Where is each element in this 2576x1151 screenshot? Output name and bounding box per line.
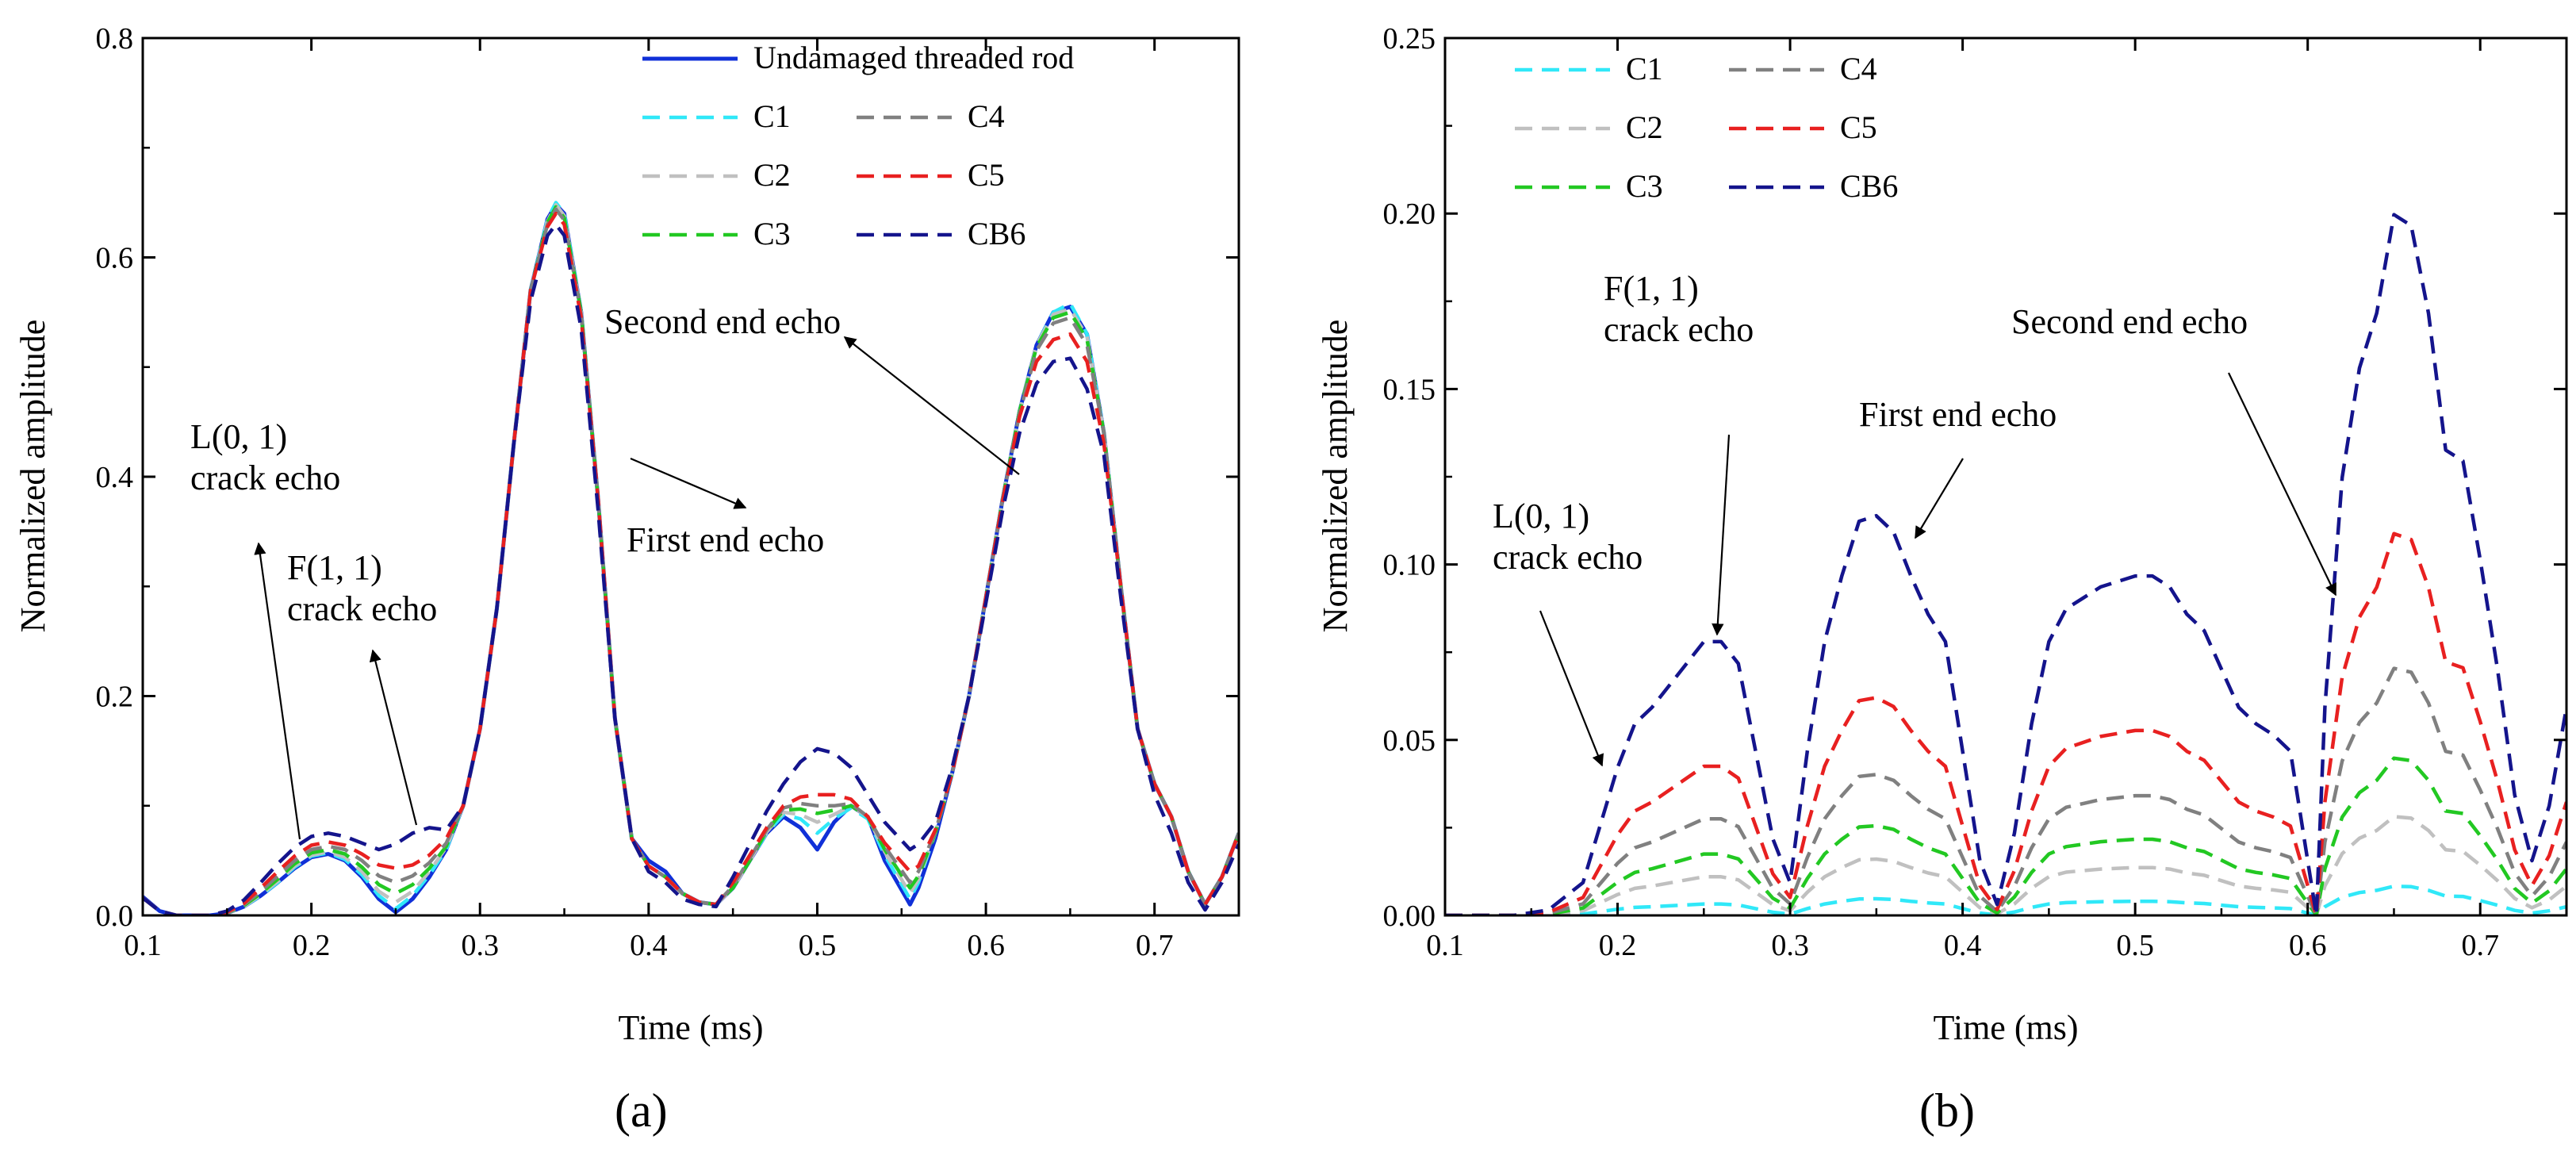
annotation-arrow	[369, 649, 418, 826]
y-tick-label: 0.6	[96, 242, 134, 275]
legend-label: C1	[753, 98, 791, 134]
legend-label: C1	[1626, 51, 1663, 86]
annotation-arrow	[630, 457, 747, 509]
x-axis-label: Time (ms)	[619, 1008, 764, 1047]
annotation-text: F(1, 1)	[1604, 269, 1699, 308]
annotation-text: crack echo	[1493, 538, 1643, 577]
series-group	[143, 201, 1239, 915]
y-tick-label: 0.4	[96, 461, 134, 494]
x-tick-label: 0.5	[799, 929, 837, 962]
y-tick-label: 0.25	[1383, 22, 1436, 56]
y-tick-label: 0.00	[1383, 900, 1436, 933]
annotation-arrow	[1915, 458, 1964, 539]
x-tick-label: 0.6	[2289, 929, 2327, 962]
legend-label: C3	[753, 216, 791, 251]
annotation-text: L(0, 1)	[190, 417, 287, 456]
x-tick-label: 0.1	[124, 929, 162, 962]
y-tick-label: 0.15	[1383, 373, 1436, 406]
legend-label: Undamaged threaded rod	[753, 40, 1074, 75]
y-axis-label: Normalized amplitude	[13, 320, 52, 633]
series-group	[1445, 213, 2566, 915]
annotation-arrow	[2228, 372, 2336, 597]
x-tick-label: 0.6	[967, 929, 1005, 962]
series-line-c5	[143, 211, 1239, 915]
series-line-c5	[1445, 531, 2566, 915]
series-line-c2	[1445, 815, 2566, 915]
legend-label: C2	[1626, 109, 1663, 145]
annotation-arrow	[254, 542, 301, 840]
annotation-text: First end echo	[1859, 395, 2057, 434]
x-tick-label: 0.4	[630, 929, 668, 962]
x-tick-label: 0.2	[1599, 929, 1637, 962]
y-tick-label: 0.0	[96, 900, 134, 933]
annotation-text: Second end echo	[2011, 302, 2248, 341]
legend-label: C4	[1840, 51, 1877, 86]
y-axis-label: Normalized amplitude	[1316, 320, 1355, 633]
y-tick-label: 0.20	[1383, 198, 1436, 231]
annotation-text: crack echo	[190, 458, 340, 497]
x-axis-label: Time (ms)	[1934, 1008, 2079, 1047]
annotation-text: crack echo	[287, 589, 437, 628]
legend: C1 C4 C2 C5 C3 CB6	[1515, 51, 1898, 204]
x-tick-label: 0.7	[1136, 929, 1174, 962]
annotation-arrow	[1539, 610, 1604, 767]
x-tick-label: 0.3	[461, 929, 499, 962]
chart-panel-b: 0.1 0.2 0.3 0.4 0.5 0.6 0.7 0.00 0.05 0.10 0.15 0.2…	[1316, 22, 2568, 1137]
legend-label: CB6	[1840, 168, 1898, 204]
series-line-cb6	[143, 222, 1239, 915]
annotation-text: crack echo	[1604, 310, 1754, 349]
chart-panel-a: 0.1 0.2 0.3 0.4 0.5 0.6 0.7 0.0 0.2 0.4 0.6 0.8 Time…	[13, 22, 1240, 1137]
x-tick-label: 0.1	[1426, 929, 1464, 962]
panel-label: (b)	[1919, 1084, 1975, 1137]
legend-label: C3	[1626, 168, 1663, 204]
x-tick-label: 0.4	[1944, 929, 1982, 962]
x-tick-label: 0.5	[2116, 929, 2154, 962]
legend-label: C5	[1840, 109, 1877, 145]
series-line-c4	[143, 207, 1239, 915]
legend: Undamaged threaded rod C1 C4 C2 C5 C3 CB6	[642, 40, 1074, 251]
legend-label: CB6	[968, 216, 1025, 251]
annotation-text: First end echo	[627, 520, 824, 559]
x-tick-label: 0.7	[2461, 929, 2499, 962]
annotation-text: F(1, 1)	[287, 548, 382, 587]
legend-label: C4	[968, 98, 1005, 134]
y-tick-label: 0.8	[96, 22, 134, 56]
annotation-text: Second end echo	[604, 302, 841, 341]
annotation-arrow	[843, 336, 1020, 475]
series-line-c3	[1445, 756, 2566, 915]
legend-label: C5	[968, 157, 1005, 193]
legend-label: C2	[753, 157, 791, 193]
y-tick-label: 0.2	[96, 681, 134, 714]
annotation-arrow	[1712, 434, 1731, 636]
x-tick-label: 0.2	[293, 929, 331, 962]
series-line-cb6	[1445, 213, 2566, 915]
series-line-c4	[1445, 666, 2566, 915]
y-tick-label: 0.05	[1383, 724, 1436, 758]
panel-label: (a)	[615, 1084, 668, 1137]
series-line-c1	[1445, 884, 2566, 915]
x-tick-label: 0.3	[1771, 929, 1809, 962]
annotation-text: L(0, 1)	[1493, 497, 1589, 535]
y-tick-label: 0.10	[1383, 549, 1436, 582]
